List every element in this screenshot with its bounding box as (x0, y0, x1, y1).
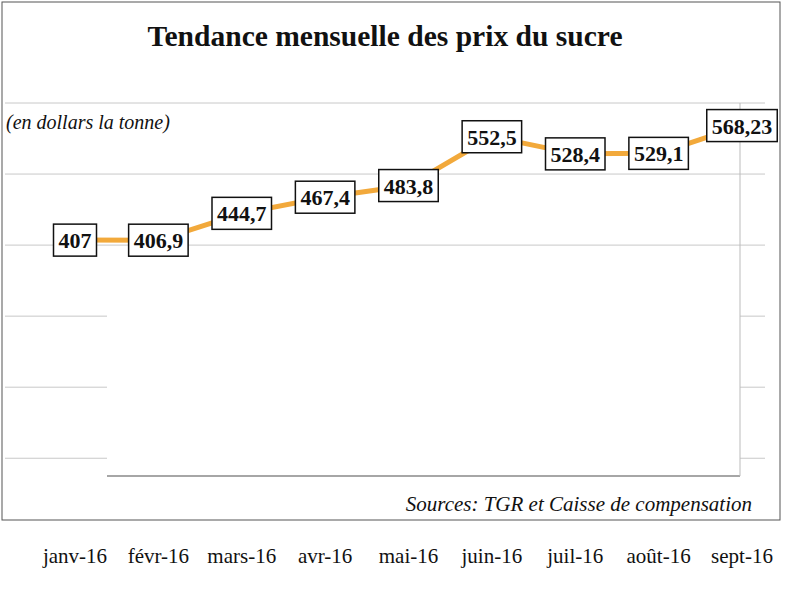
x-tick-label: mars-16 (207, 544, 276, 568)
data-label: 552,5 (467, 125, 517, 150)
data-label: 467,4 (300, 185, 350, 210)
label-box (462, 121, 522, 153)
grid-line (5, 103, 765, 104)
chart: 407 406,9 444,7 467,4 483,8 552,5 528,4 529,1 56… (0, 0, 800, 600)
panel (107, 310, 740, 476)
label-box (546, 138, 606, 170)
subtitle: (en dollars la tonne) (6, 111, 170, 134)
label-box (212, 197, 272, 229)
background (0, 0, 800, 600)
x-tick-label: mai-16 (379, 544, 438, 568)
data-label: 528,4 (551, 142, 601, 167)
label-box (379, 170, 439, 202)
label-box (129, 224, 189, 256)
data-label: 529,1 (634, 141, 684, 166)
label-box (295, 181, 355, 213)
title: Tendance mensuelle des prix du sucre (148, 19, 623, 52)
y-axis-line (740, 103, 741, 476)
x-tick-label: sept-16 (711, 544, 773, 568)
grid-line (5, 245, 765, 246)
label-box (629, 137, 689, 169)
x-tick-label: févr-16 (128, 544, 189, 568)
x-tick-label: juil-16 (546, 544, 603, 568)
frame (2, 2, 780, 520)
data-label: 406,9 (134, 228, 184, 253)
source: Sources: TGR et Caisse de compensation (406, 492, 752, 516)
data-label: 444,7 (217, 201, 267, 226)
line (75, 126, 742, 241)
data-label: 483,8 (384, 174, 434, 199)
data-label: 407 (59, 228, 92, 253)
x-tick-label: janv-16 (42, 544, 107, 568)
label-box (54, 224, 97, 256)
x-tick-label: juin-16 (461, 544, 523, 568)
plot-area (75, 126, 742, 241)
x-tick-label: avr-16 (298, 544, 352, 568)
x-axis-line (107, 475, 740, 477)
data-label: 568,23 (712, 114, 773, 139)
x-tick-label: août-16 (627, 544, 691, 568)
label-box (707, 110, 778, 142)
